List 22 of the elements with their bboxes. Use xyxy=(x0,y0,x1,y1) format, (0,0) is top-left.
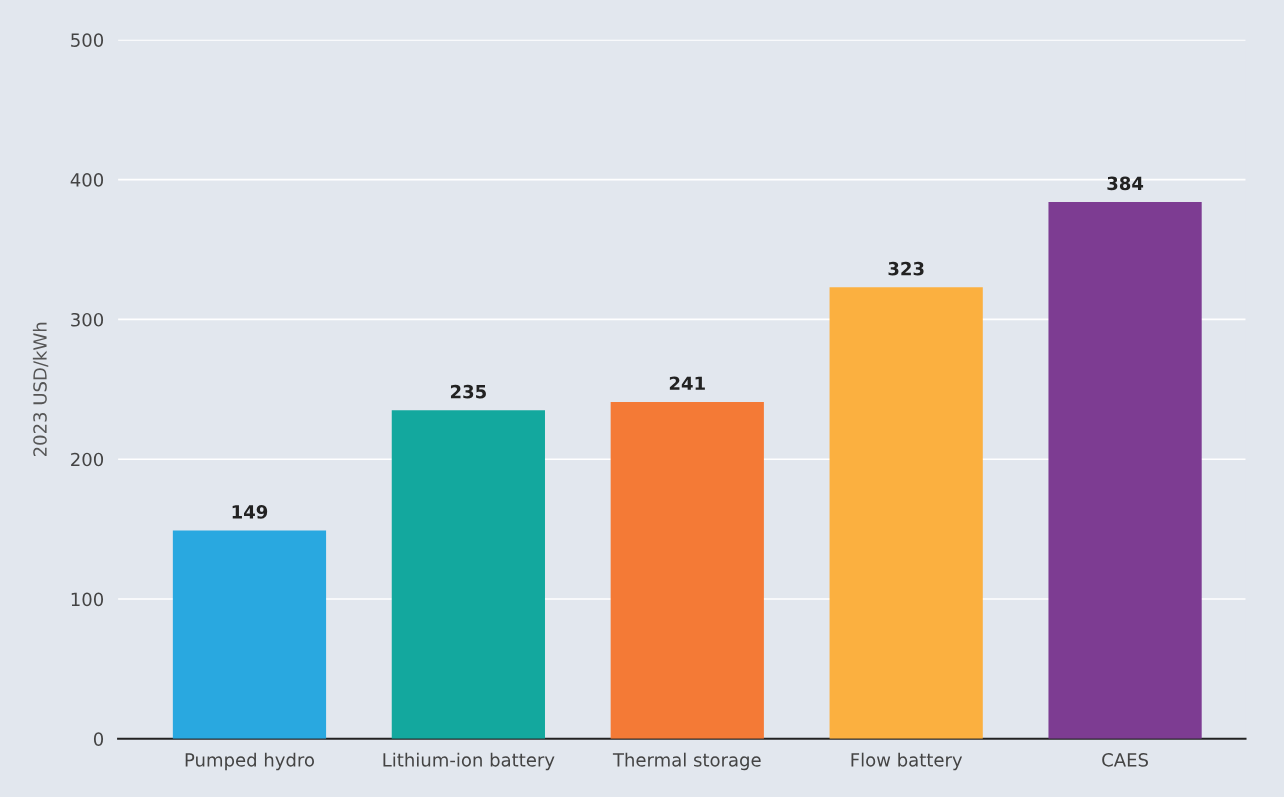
x-tick-label: Lithium-ion battery xyxy=(383,752,555,771)
bar xyxy=(1048,202,1202,739)
data-label: 384 xyxy=(1107,176,1144,191)
data-label: 323 xyxy=(888,261,924,276)
x-tick-label: Thermal storage xyxy=(612,752,761,771)
y-tick-label: 200 xyxy=(71,452,104,467)
bar xyxy=(610,401,764,739)
y-axis-title: 2023 USD/kWh xyxy=(32,322,49,457)
y-tick-label: 500 xyxy=(71,33,104,47)
x-tick-label: Pumped hydro xyxy=(185,752,314,771)
data-label: 241 xyxy=(669,376,705,390)
x-tick-label: Flow battery xyxy=(851,752,963,771)
y-tick-label: 0 xyxy=(93,732,104,746)
bar xyxy=(391,410,545,739)
y-tick-label: 400 xyxy=(70,173,104,187)
data-label: 149 xyxy=(232,505,268,519)
data-label: 235 xyxy=(450,384,486,399)
bar xyxy=(172,530,327,739)
y-tick-label: 300 xyxy=(71,312,104,327)
bar xyxy=(829,287,983,739)
y-tick-label: 100 xyxy=(71,592,104,607)
x-tick-label: CAES xyxy=(1102,753,1148,767)
